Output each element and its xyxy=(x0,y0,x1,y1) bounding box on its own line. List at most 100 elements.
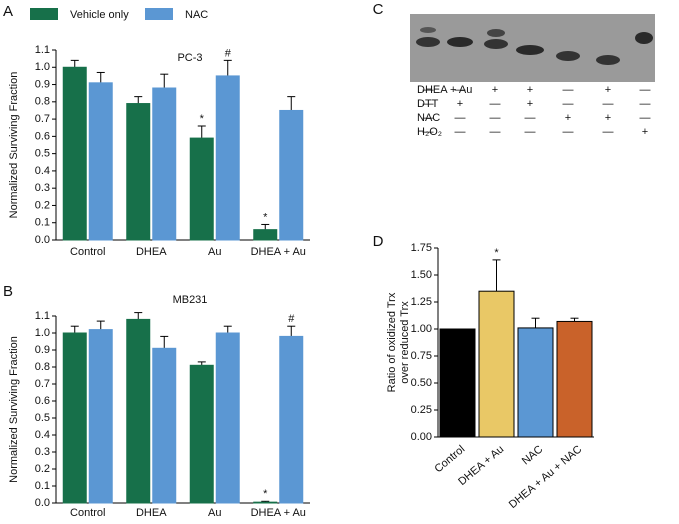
bar xyxy=(253,229,278,241)
y-tick-label: 1.50 xyxy=(411,269,432,281)
y-tick-label: 0.9 xyxy=(35,78,50,90)
y-tick-label: 0.7 xyxy=(35,113,50,125)
panel-label: D xyxy=(373,233,384,250)
y-tick-label: 0.6 xyxy=(35,130,50,142)
treatment-mark: — xyxy=(490,126,501,138)
treatment-mark: + xyxy=(605,84,611,96)
y-tick-label: 1.25 xyxy=(411,296,432,308)
y-tick-label: 0.6 xyxy=(35,395,50,407)
y-axis-label: Ratio of oxidized Trx xyxy=(386,292,398,392)
treatment-mark: — xyxy=(455,112,466,124)
bar xyxy=(279,335,304,504)
treatment-mark: — xyxy=(455,126,466,138)
bar xyxy=(152,87,177,241)
treatment-mark: — xyxy=(640,84,651,96)
band xyxy=(484,39,508,49)
treatment-mark: — xyxy=(455,84,466,96)
significance-marker: # xyxy=(288,313,295,325)
y-tick-label: 1.75 xyxy=(411,242,432,254)
y-tick-label: 0.8 xyxy=(35,96,50,108)
y-tick-label: 0.8 xyxy=(35,361,50,373)
legend-label: Vehicle only xyxy=(70,9,129,21)
legend-label: NAC xyxy=(185,9,208,21)
treatment-mark: + xyxy=(527,98,533,110)
y-tick-label: 0.4 xyxy=(35,429,50,441)
y-tick-label: 0.2 xyxy=(35,463,50,475)
y-tick-label: 0.5 xyxy=(35,412,50,424)
bar xyxy=(88,82,113,241)
bar xyxy=(88,329,113,504)
x-tick-label: DHEA + Au + NAC xyxy=(507,443,585,511)
bar xyxy=(189,137,214,241)
treatment-mark: + xyxy=(642,126,648,138)
significance-marker: * xyxy=(494,247,499,259)
bar xyxy=(62,332,87,504)
treatment-mark: — xyxy=(490,98,501,110)
bar xyxy=(478,290,515,438)
bar xyxy=(215,332,240,504)
bar xyxy=(439,328,476,438)
y-axis-label: Normalized Surviving Fraction xyxy=(8,336,20,483)
y-tick-label: 0.75 xyxy=(411,350,432,362)
y-tick-label: 0.3 xyxy=(35,182,50,194)
row-label: DHEA + Au xyxy=(417,84,472,96)
bar xyxy=(189,364,214,504)
bar xyxy=(126,318,151,504)
y-tick-label: 0.1 xyxy=(35,217,50,229)
y-tick-label: 0.4 xyxy=(35,165,50,177)
x-tick-label: Control xyxy=(70,507,105,519)
x-tick-label: DHEA xyxy=(136,507,167,519)
y-axis-label: Normalized Surviving Fraction xyxy=(8,72,20,219)
band xyxy=(596,55,620,65)
treatment-mark: — xyxy=(423,112,434,124)
x-tick-label: DHEA + Au xyxy=(251,246,306,258)
treatment-mark: — xyxy=(525,126,536,138)
treatment-mark: — xyxy=(490,112,501,124)
x-tick-label: Control xyxy=(432,443,467,475)
y-tick-label: 1.1 xyxy=(35,44,50,56)
chart-title: MB231 xyxy=(173,294,208,306)
y-axis-label: over reduced Trx xyxy=(399,301,411,384)
y-tick-label: 1.1 xyxy=(35,310,50,322)
bar xyxy=(517,327,554,438)
y-tick-label: 0.25 xyxy=(411,404,432,416)
treatment-mark: — xyxy=(525,112,536,124)
treatment-mark: — xyxy=(603,98,614,110)
treatment-mark: + xyxy=(565,112,571,124)
legend-swatch xyxy=(30,8,58,20)
x-tick-label: DHEA + Au xyxy=(251,507,306,519)
bar xyxy=(279,109,304,241)
row-label: H₂O₂ xyxy=(417,126,442,138)
treatment-mark: + xyxy=(457,98,463,110)
y-tick-label: 0.50 xyxy=(411,377,432,389)
x-tick-label: Au xyxy=(208,246,221,258)
x-tick-label: NAC xyxy=(520,443,546,467)
y-tick-label: 0.7 xyxy=(35,378,50,390)
band xyxy=(516,45,544,55)
bar xyxy=(62,66,87,241)
band xyxy=(420,27,436,33)
bar xyxy=(152,347,177,504)
panel-label: A xyxy=(3,3,13,20)
y-tick-label: 0.5 xyxy=(35,148,50,160)
x-tick-label: DHEA xyxy=(136,246,167,258)
treatment-mark: + xyxy=(527,84,533,96)
treatment-mark: — xyxy=(423,98,434,110)
y-tick-label: 0.9 xyxy=(35,344,50,356)
band xyxy=(416,37,440,47)
significance-marker: * xyxy=(263,211,268,223)
treatment-mark: — xyxy=(423,84,434,96)
y-tick-label: 0.3 xyxy=(35,446,50,458)
treatment-mark: — xyxy=(563,98,574,110)
y-tick-label: 0.1 xyxy=(35,480,50,492)
band xyxy=(447,37,473,47)
significance-marker: * xyxy=(263,488,268,500)
band xyxy=(635,32,653,44)
western-blot xyxy=(410,14,655,82)
y-tick-label: 0.0 xyxy=(35,497,50,509)
row-label: DTT xyxy=(417,98,439,110)
treatment-mark: — xyxy=(640,112,651,124)
y-tick-label: 0.0 xyxy=(35,234,50,246)
band xyxy=(487,29,505,37)
